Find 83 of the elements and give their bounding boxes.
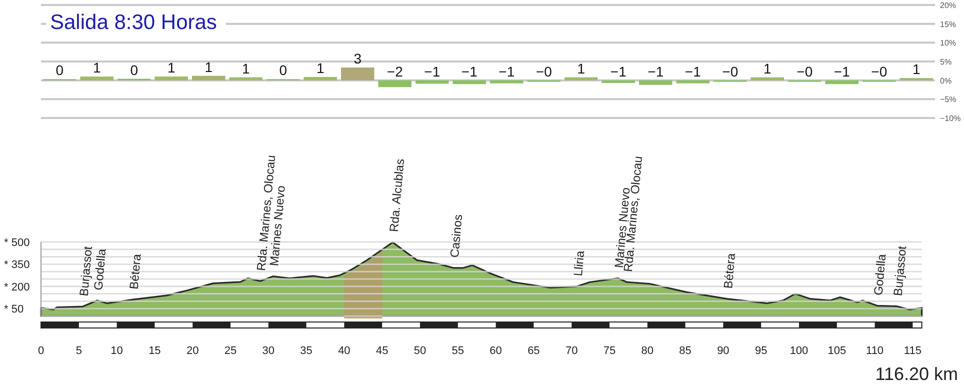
data-label: 3 [354, 50, 362, 67]
annotation: Bétera [721, 252, 738, 290]
x-tick-label: 45 [376, 345, 388, 357]
bar [452, 80, 486, 84]
x-tick-label: 40 [338, 345, 350, 357]
x-tick-label: 55 [452, 345, 464, 357]
data-label: −1 [498, 63, 515, 80]
x-tick-label: 115 [904, 345, 922, 357]
x-tick-label: 75 [603, 345, 616, 357]
data-label: −2 [386, 63, 404, 80]
data-label: −0 [536, 63, 552, 80]
annotation: Rda. Alcublas [386, 158, 408, 233]
data-label: 1 [204, 58, 213, 75]
y-tick-label: 20% [940, 1, 956, 10]
data-label: 0 [130, 62, 138, 78]
x-tick-label: 95 [754, 345, 768, 357]
x-tick-label: 35 [300, 345, 312, 357]
bar [639, 80, 672, 85]
x-tick-label: 80 [641, 345, 654, 357]
data-label: 1 [577, 60, 586, 76]
bar [341, 68, 374, 80]
x-tick-label: 10 [110, 345, 123, 357]
bar [304, 76, 337, 80]
bar [154, 76, 188, 80]
annotation: Casinos [447, 214, 466, 258]
annotation: Godella [871, 253, 889, 296]
bar [490, 80, 524, 84]
bar [229, 77, 262, 80]
bar [750, 77, 784, 80]
data-label: −1 [684, 63, 702, 80]
data-label: 1 [92, 60, 101, 76]
chart-title: Salida 8:30 Horas [50, 11, 217, 34]
x-tick-label: 90 [717, 345, 730, 357]
bar [676, 80, 710, 84]
data-label: 1 [763, 60, 772, 76]
data-label: −1 [648, 63, 664, 80]
y-tick-label: * 50 [4, 304, 24, 316]
y-tick-label: −10% [940, 114, 961, 123]
data-label: 0 [279, 62, 288, 78]
data-label: −1 [461, 63, 478, 80]
x-tick-label: 110 [866, 345, 884, 357]
y-tick-label: 0% [940, 76, 952, 86]
bar [378, 80, 412, 88]
x-tick-label: 105 [828, 345, 846, 357]
x-tick-label: 20 [186, 345, 199, 357]
bar [192, 76, 226, 80]
data-label: −1 [834, 63, 850, 80]
annotation: Lliria [570, 250, 588, 277]
x-tick-label: 30 [262, 345, 275, 357]
data-label: −1 [610, 63, 627, 80]
data-label: 1 [167, 60, 176, 76]
data-label: 1 [912, 61, 920, 78]
y-tick-label: −5% [940, 95, 956, 104]
bar [825, 80, 858, 84]
y-tick-label: * 500 [4, 237, 30, 249]
data-label: −1 [424, 63, 440, 80]
data-label: 1 [316, 60, 324, 76]
x-tick-label: 85 [679, 345, 692, 357]
data-label: −0 [722, 63, 738, 80]
y-tick-label: * 350 [4, 259, 30, 272]
x-tick-label: 60 [490, 345, 502, 357]
annotation: Bétera [126, 253, 144, 290]
bar [80, 76, 114, 80]
x-tick-label: 65 [528, 345, 540, 357]
x-tick-label: 15 [148, 345, 161, 357]
y-tick-label: * 200 [4, 281, 30, 294]
x-tick-label: 70 [565, 345, 578, 357]
bar [602, 80, 635, 83]
data-label: 0 [56, 62, 64, 78]
x-tick-label: 100 [790, 345, 808, 357]
x-tick-label: 50 [414, 345, 426, 357]
bar [564, 77, 598, 80]
x-tick-label: 5 [76, 345, 82, 357]
data-label: 1 [242, 60, 250, 76]
data-label: −0 [796, 63, 813, 80]
y-tick-label: 15% [940, 20, 956, 29]
x-tick-label: 25 [224, 345, 237, 357]
y-tick-label: 10% [940, 38, 956, 48]
x-tick-label: 0 [38, 345, 44, 357]
y-tick-label: 5% [940, 58, 952, 66]
annotation: Burjassot [890, 244, 910, 296]
text: 116.20 km [875, 364, 958, 384]
data-label: −0 [871, 63, 888, 80]
